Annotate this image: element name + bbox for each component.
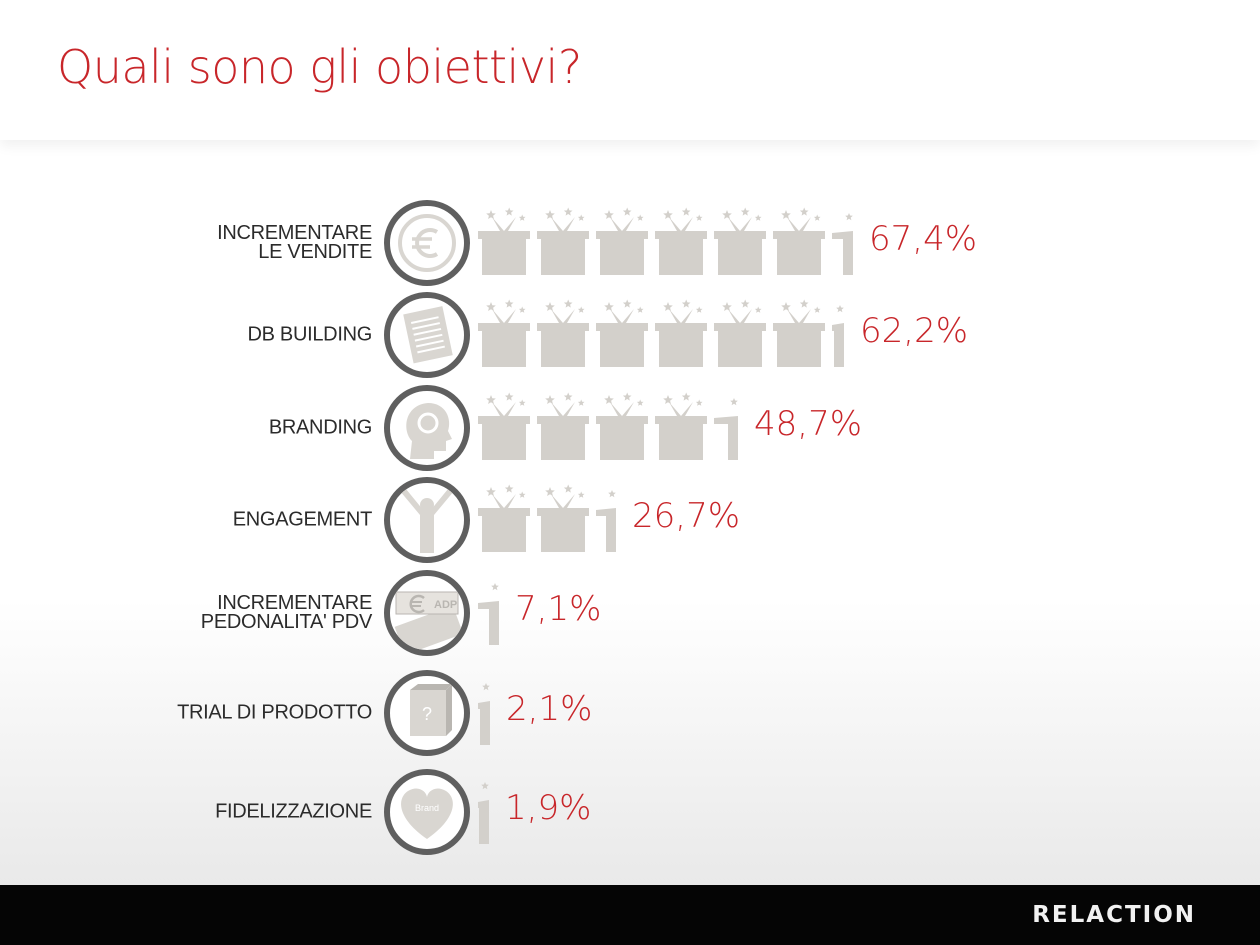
mystery-box-icon: ?	[384, 670, 470, 756]
gift-box-partial-mark	[714, 398, 738, 460]
value-label: 1,9%	[505, 788, 592, 828]
gift-box-mark	[537, 207, 589, 275]
pictogram-bar	[478, 683, 490, 745]
chart-row: INCREMENTARE LE VENDITE 67,4%	[0, 195, 1260, 291]
pictogram-bar	[478, 207, 853, 275]
pictogram-bar	[478, 392, 738, 460]
coupon-icon: ADP	[384, 570, 470, 656]
gift-box-mark	[478, 299, 530, 367]
chart-row: TRIAL DI PRODOTTO? 2,1%	[0, 665, 1260, 761]
value-label: 7,1%	[515, 589, 602, 629]
gift-box-partial-mark	[832, 305, 844, 367]
chart-row: DB BUILDING 62,2%	[0, 287, 1260, 383]
value-label: 67,4%	[869, 219, 978, 259]
chart-row: INCREMENTARE PEDONALITA' PDV ADP 7,1%	[0, 565, 1260, 661]
head-icon	[384, 385, 470, 471]
pictogram-bar	[478, 782, 489, 844]
gift-box-mark	[478, 484, 530, 552]
gift-box-mark	[773, 207, 825, 275]
gift-box-partial-mark	[596, 490, 616, 552]
gift-box-partial-mark	[478, 782, 489, 844]
gift-box-mark	[714, 207, 766, 275]
header: Quali sono gli obiettivi?	[0, 0, 1260, 140]
document-icon	[384, 292, 470, 378]
gift-box-mark	[596, 392, 648, 460]
person-cheering-icon	[384, 477, 470, 563]
gift-box-mark	[655, 392, 707, 460]
gift-box-partial-mark	[478, 683, 490, 745]
chart-row: FIDELIZZAZIONE Brand 1,9%	[0, 764, 1260, 860]
gift-box-mark	[655, 299, 707, 367]
category-label: TRIAL DI PRODOTTO	[177, 701, 372, 724]
category-label: FIDELIZZAZIONE	[215, 800, 372, 823]
category-label: ENGAGEMENT	[232, 508, 373, 531]
gift-box-mark	[478, 392, 530, 460]
relaction-logo: RELACTION	[1032, 902, 1196, 928]
gift-box-mark	[596, 207, 648, 275]
gift-box-mark	[773, 299, 825, 367]
gift-box-mark	[596, 299, 648, 367]
category-label: DB BUILDING	[247, 323, 372, 346]
heart-brand-icon: Brand	[384, 769, 470, 855]
pictogram-bar	[478, 484, 616, 552]
mystery-box-question-mark: ?	[422, 704, 432, 724]
chart-row: ENGAGEMENT 26,7%	[0, 472, 1260, 568]
gift-box-partial-mark	[478, 583, 499, 645]
chart-row: BRANDING 48,7%	[0, 380, 1260, 476]
page-title: Quali sono gli obiettivi?	[57, 40, 582, 94]
category-label: INCREMENTARE PEDONALITA' PDV	[200, 592, 373, 633]
coupon-adp-text: ADP	[434, 599, 457, 611]
value-label: 2,1%	[506, 689, 593, 729]
category-label: INCREMENTARE LE VENDITE	[217, 222, 372, 263]
gift-box-mark	[537, 299, 589, 367]
value-label: 48,7%	[754, 404, 863, 444]
euro-icon	[384, 200, 470, 286]
footer: RELACTION	[0, 885, 1260, 945]
gift-box-mark	[478, 207, 530, 275]
gift-box-partial-mark	[832, 213, 853, 275]
category-label: BRANDING	[268, 416, 372, 439]
gift-box-mark	[714, 299, 766, 367]
gift-box-mark	[537, 392, 589, 460]
pictogram-bar	[478, 299, 844, 367]
value-label: 62,2%	[860, 311, 969, 351]
gift-box-mark	[655, 207, 707, 275]
gift-box-mark	[537, 484, 589, 552]
pictogram-bar	[478, 583, 499, 645]
value-label: 26,7%	[632, 496, 741, 536]
heart-brand-text: Brand	[415, 803, 439, 813]
